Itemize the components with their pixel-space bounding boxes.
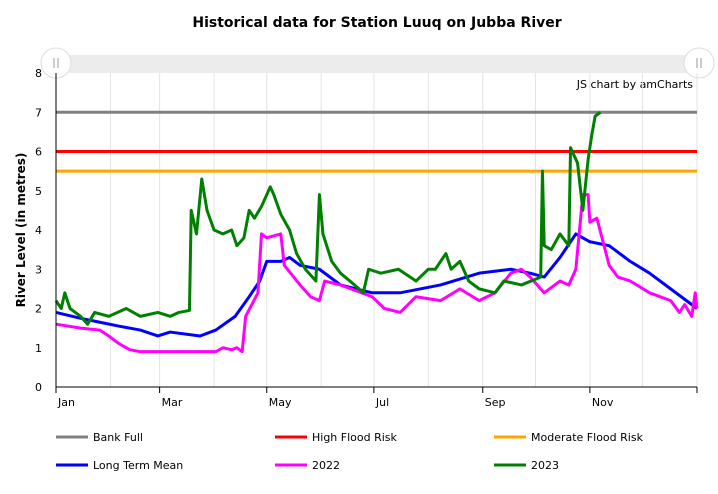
legend-item[interactable]: 2022: [275, 459, 340, 472]
legend-item[interactable]: Moderate Flood Risk: [494, 431, 644, 444]
x-tick-label: Jul: [375, 396, 389, 409]
y-tick-label: 7: [35, 106, 42, 119]
x-tick-label: Jan: [57, 396, 75, 409]
chart-title: Historical data for Station Luuq on Jubb…: [192, 15, 561, 31]
y-tick-label: 1: [35, 342, 42, 355]
legend-label: 2022: [312, 459, 340, 472]
legend-label: 2023: [531, 459, 559, 472]
legend-label: Long Term Mean: [93, 459, 183, 472]
y-tick-label: 4: [35, 224, 42, 237]
legend-label: High Flood Risk: [312, 431, 398, 444]
x-tick-label: Sep: [485, 396, 506, 409]
scrollbar-left-grip[interactable]: [40, 47, 72, 79]
legend-label: Moderate Flood Risk: [531, 431, 644, 444]
y-tick-label: 3: [35, 263, 42, 276]
y-tick-label: 5: [35, 185, 42, 198]
legend-item[interactable]: High Flood Risk: [275, 431, 398, 444]
scrollbar[interactable]: [40, 47, 715, 79]
y-tick-label: 8: [35, 67, 42, 80]
legend-item[interactable]: Bank Full: [56, 431, 143, 444]
y-tick-label: 0: [35, 381, 42, 394]
y-tick-label: 6: [35, 146, 42, 159]
series-line: [55, 232, 698, 338]
legend-item[interactable]: 2023: [494, 459, 559, 472]
y-tick-label: 2: [35, 303, 42, 316]
x-tick-label: Nov: [592, 396, 614, 409]
legend-item[interactable]: Long Term Mean: [56, 459, 183, 472]
scrollbar-track[interactable]: [56, 55, 697, 73]
scrollbar-right-grip[interactable]: [683, 47, 715, 79]
legend-label: Bank Full: [93, 431, 143, 444]
y-axis-label: River Level (in metres): [14, 153, 28, 308]
x-tick-label: May: [269, 396, 292, 409]
x-tick-label: Mar: [162, 396, 183, 409]
series-line: [55, 193, 699, 354]
amcharts-credit[interactable]: JS chart by amCharts: [576, 78, 693, 91]
series-line: [54, 111, 602, 326]
